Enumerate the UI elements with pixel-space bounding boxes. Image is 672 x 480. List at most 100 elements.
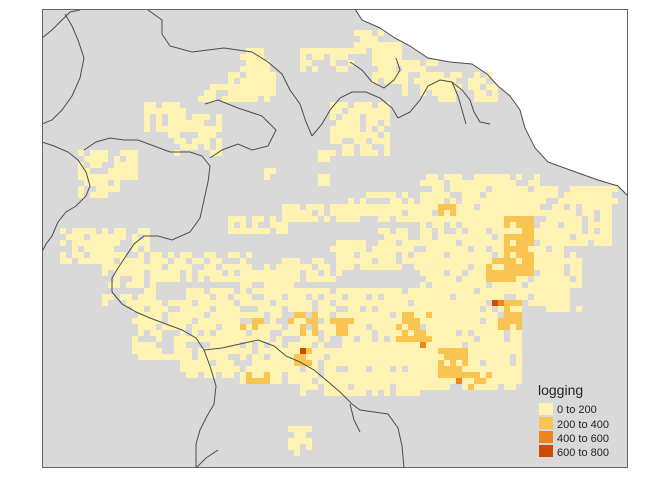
raster-cell	[294, 360, 300, 366]
raster-cell	[480, 228, 486, 234]
raster-cell	[390, 60, 396, 66]
raster-cell	[198, 270, 204, 276]
raster-cell	[462, 294, 468, 300]
raster-cell	[408, 288, 414, 294]
raster-cell	[408, 258, 414, 264]
raster-cell	[150, 330, 156, 336]
raster-cell	[390, 246, 396, 252]
raster-cell	[444, 84, 450, 90]
raster-cell	[84, 228, 90, 234]
raster-cell	[426, 258, 432, 264]
raster-cell	[510, 282, 516, 288]
raster-cell	[192, 126, 198, 132]
raster-cell	[228, 318, 234, 324]
raster-cell	[498, 360, 504, 366]
raster-cell	[426, 372, 432, 378]
raster-cell	[480, 354, 486, 360]
raster-cell	[246, 252, 252, 258]
raster-cell	[396, 378, 402, 384]
raster-cell	[438, 354, 444, 360]
raster-cell	[246, 264, 252, 270]
raster-cell	[408, 336, 414, 342]
map-frame	[42, 9, 628, 468]
raster-cell	[276, 300, 282, 306]
raster-cell	[498, 378, 504, 384]
raster-cell	[396, 306, 402, 312]
raster-cell	[534, 252, 540, 258]
raster-cell	[336, 246, 342, 252]
raster-cell	[78, 186, 84, 192]
raster-cell	[528, 222, 534, 228]
raster-cell	[438, 348, 444, 354]
raster-cell	[486, 342, 492, 348]
raster-cell	[300, 210, 306, 216]
raster-cell	[156, 354, 162, 360]
raster-cell	[450, 180, 456, 186]
raster-cell	[468, 378, 474, 384]
raster-cell	[372, 318, 378, 324]
raster-cell	[450, 372, 456, 378]
raster-cell	[468, 210, 474, 216]
raster-cell	[276, 270, 282, 276]
raster-cell	[456, 204, 462, 210]
raster-cell	[252, 360, 258, 366]
raster-cell	[444, 246, 450, 252]
raster-cell	[252, 228, 258, 234]
raster-cell	[288, 354, 294, 360]
raster-cell	[564, 306, 570, 312]
raster-cell	[396, 294, 402, 300]
raster-cell	[372, 60, 378, 66]
raster-cell	[354, 330, 360, 336]
raster-cell	[528, 258, 534, 264]
raster-cell	[180, 138, 186, 144]
raster-cell	[282, 360, 288, 366]
raster-cell	[438, 288, 444, 294]
raster-cell	[552, 276, 558, 282]
raster-cell	[294, 306, 300, 312]
raster-cell	[492, 378, 498, 384]
raster-cell	[576, 306, 582, 312]
raster-cell	[426, 312, 432, 318]
raster-cell	[528, 234, 534, 240]
raster-cell	[150, 264, 156, 270]
raster-cell	[516, 192, 522, 198]
raster-cell	[270, 72, 276, 78]
raster-cell	[186, 120, 192, 126]
raster-cell	[606, 210, 612, 216]
raster-cell	[408, 384, 414, 390]
raster-cell	[396, 198, 402, 204]
raster-cell	[240, 258, 246, 264]
raster-cell	[174, 348, 180, 354]
raster-cell	[354, 246, 360, 252]
raster-cell	[456, 372, 462, 378]
raster-cell	[288, 288, 294, 294]
raster-cell	[510, 246, 516, 252]
raster-cell	[384, 114, 390, 120]
raster-cell	[126, 282, 132, 288]
raster-cell	[348, 348, 354, 354]
raster-cell	[174, 354, 180, 360]
raster-cell	[360, 204, 366, 210]
raster-cell	[474, 342, 480, 348]
raster-cell	[432, 60, 438, 66]
raster-cell	[300, 432, 306, 438]
raster-cell	[150, 288, 156, 294]
raster-cell	[510, 330, 516, 336]
raster-cell	[534, 282, 540, 288]
raster-cell	[462, 378, 468, 384]
raster-cell	[504, 372, 510, 378]
raster-cell	[150, 282, 156, 288]
raster-cell	[264, 300, 270, 306]
raster-cell	[180, 330, 186, 336]
raster-cell	[384, 102, 390, 108]
raster-cell	[426, 240, 432, 246]
raster-cell	[144, 108, 150, 114]
raster-cell	[456, 366, 462, 372]
raster-cell	[444, 294, 450, 300]
raster-cell	[384, 300, 390, 306]
raster-cell	[210, 252, 216, 258]
raster-cell	[294, 264, 300, 270]
raster-cell	[252, 300, 258, 306]
raster-cell	[552, 288, 558, 294]
raster-cell	[354, 306, 360, 312]
